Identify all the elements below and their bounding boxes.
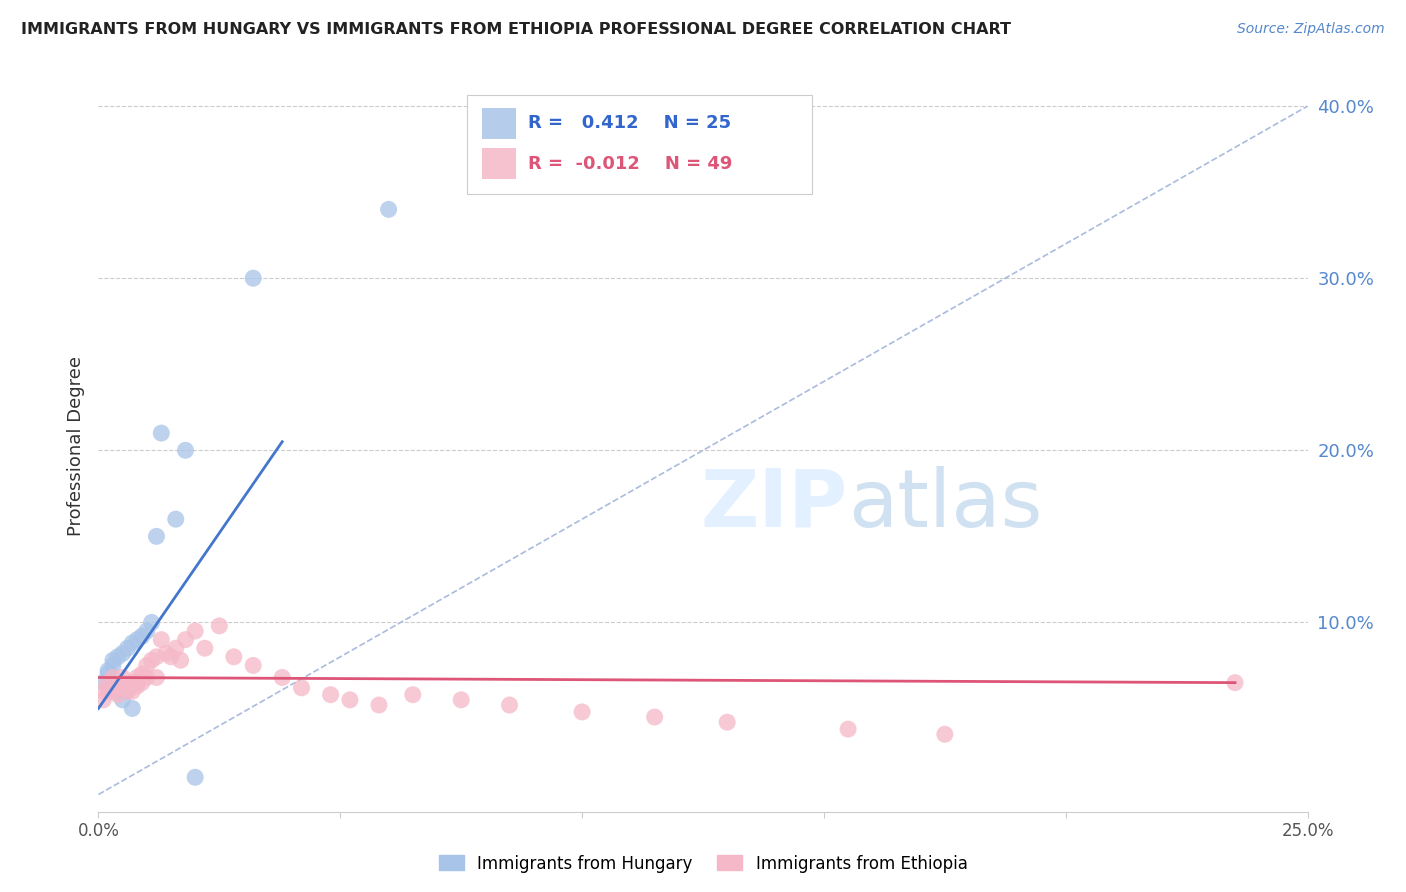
Point xyxy=(145,529,167,543)
Point xyxy=(194,641,217,656)
Point xyxy=(101,684,124,698)
Point xyxy=(135,671,157,685)
Point xyxy=(97,664,120,678)
Point xyxy=(339,693,361,707)
Point xyxy=(111,671,134,685)
Point xyxy=(101,653,124,667)
Point xyxy=(127,679,149,693)
Y-axis label: Professional Degree: Professional Degree xyxy=(66,356,84,536)
Text: ZIP: ZIP xyxy=(700,466,848,543)
Point xyxy=(1223,675,1246,690)
Point xyxy=(107,688,129,702)
Point xyxy=(97,667,120,681)
Text: Source: ZipAtlas.com: Source: ZipAtlas.com xyxy=(1237,22,1385,37)
Text: R =  -0.012    N = 49: R = -0.012 N = 49 xyxy=(527,154,733,173)
Point xyxy=(145,649,167,664)
Point xyxy=(141,615,163,630)
Point xyxy=(127,675,149,690)
Point xyxy=(135,658,157,673)
Point xyxy=(498,698,520,712)
Point xyxy=(131,667,153,681)
Point xyxy=(141,653,163,667)
Point xyxy=(127,632,149,647)
Point xyxy=(107,649,129,664)
Point xyxy=(111,675,134,690)
Point xyxy=(121,675,143,690)
Point xyxy=(368,698,391,712)
Point xyxy=(450,693,472,707)
Point xyxy=(402,688,425,702)
Point xyxy=(135,624,157,638)
Point xyxy=(165,641,187,656)
Point xyxy=(111,646,134,660)
Point xyxy=(716,715,738,730)
Point xyxy=(145,671,167,685)
Point xyxy=(242,271,264,285)
Point xyxy=(242,658,264,673)
Point xyxy=(107,681,129,695)
Point xyxy=(97,675,120,690)
Point xyxy=(91,693,114,707)
Point xyxy=(290,681,312,695)
Point xyxy=(319,688,342,702)
FancyBboxPatch shape xyxy=(467,95,811,194)
Point xyxy=(111,693,134,707)
Point xyxy=(91,675,114,690)
Legend: Immigrants from Hungary, Immigrants from Ethiopia: Immigrants from Hungary, Immigrants from… xyxy=(432,848,974,880)
Point xyxy=(160,649,183,664)
Text: IMMIGRANTS FROM HUNGARY VS IMMIGRANTS FROM ETHIOPIA PROFESSIONAL DEGREE CORRELAT: IMMIGRANTS FROM HUNGARY VS IMMIGRANTS FR… xyxy=(21,22,1011,37)
Point xyxy=(121,636,143,650)
Point xyxy=(169,653,191,667)
Point xyxy=(101,658,124,673)
Bar xyxy=(482,148,516,179)
Point xyxy=(131,629,153,643)
Point xyxy=(934,727,956,741)
Text: atlas: atlas xyxy=(848,466,1042,543)
Point xyxy=(571,705,593,719)
Bar xyxy=(482,108,516,139)
Point xyxy=(174,443,197,458)
Point xyxy=(111,681,134,695)
Point xyxy=(184,770,207,784)
Point xyxy=(127,671,149,685)
Point xyxy=(107,684,129,698)
Point xyxy=(208,619,231,633)
Point xyxy=(150,632,173,647)
Point xyxy=(117,684,139,698)
Point xyxy=(174,632,197,647)
Point xyxy=(131,675,153,690)
Point xyxy=(101,671,124,685)
Point xyxy=(121,701,143,715)
Point xyxy=(91,684,114,698)
Point xyxy=(644,710,666,724)
Point xyxy=(222,649,245,664)
Point xyxy=(271,671,294,685)
Point xyxy=(155,646,177,660)
Point xyxy=(97,684,120,698)
Point xyxy=(117,641,139,656)
Point xyxy=(121,684,143,698)
Point xyxy=(117,679,139,693)
Point xyxy=(117,684,139,698)
Point xyxy=(165,512,187,526)
Text: R =   0.412    N = 25: R = 0.412 N = 25 xyxy=(527,113,731,132)
Point xyxy=(184,624,207,638)
Point xyxy=(377,202,399,217)
Point xyxy=(150,426,173,441)
Point xyxy=(837,722,859,736)
